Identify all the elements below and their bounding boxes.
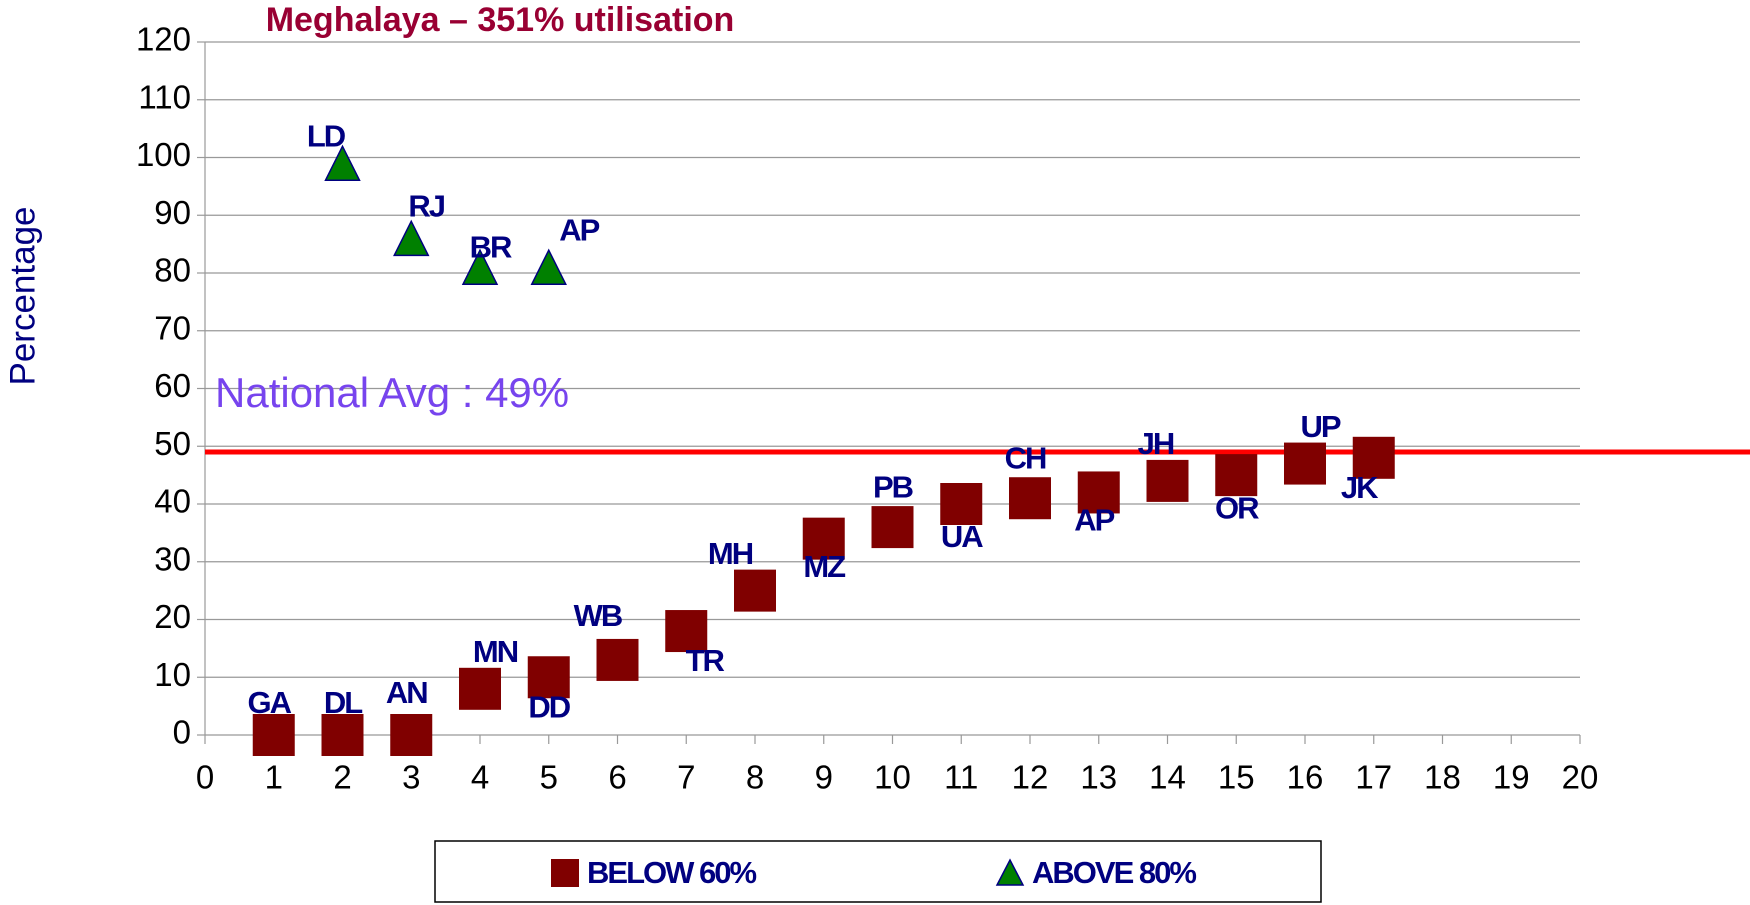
point-label: UA bbox=[941, 519, 983, 554]
point bbox=[527, 656, 570, 699]
x-tick-label: 11 bbox=[944, 759, 978, 796]
point-label: JK bbox=[1341, 470, 1379, 505]
point-label: DL bbox=[324, 685, 362, 720]
x-tick-label: 3 bbox=[402, 759, 420, 796]
x-tick-label: 8 bbox=[746, 759, 764, 796]
x-tick-label: 16 bbox=[1287, 759, 1324, 796]
point bbox=[1146, 459, 1189, 502]
legend-box bbox=[434, 840, 1322, 903]
point bbox=[530, 248, 567, 285]
point bbox=[1284, 442, 1326, 485]
y-tick-label: 110 bbox=[138, 78, 191, 115]
x-tick-label: 9 bbox=[815, 759, 833, 796]
chart-title: Meghalaya – 351% utilisation bbox=[266, 1, 735, 39]
point-label: PB bbox=[873, 469, 913, 504]
y-tick-label: 0 bbox=[173, 714, 191, 751]
point-label: MZ bbox=[803, 549, 846, 584]
point bbox=[252, 714, 295, 756]
legend-label: ABOVE 80% bbox=[1032, 855, 1196, 890]
point bbox=[871, 506, 914, 549]
y-tick-label: 90 bbox=[154, 194, 191, 231]
legend-marker bbox=[995, 858, 1025, 886]
point bbox=[1215, 454, 1258, 497]
legend-label: BELOW 60% bbox=[587, 855, 756, 890]
x-tick-label: 10 bbox=[874, 759, 911, 796]
y-tick-label: 10 bbox=[154, 656, 191, 693]
y-tick-label: 20 bbox=[154, 598, 191, 635]
point-label: LD bbox=[307, 118, 346, 153]
point bbox=[665, 610, 708, 653]
y-tick-label: 40 bbox=[154, 483, 191, 520]
x-tick-label: 19 bbox=[1493, 759, 1530, 796]
y-tick-label: 70 bbox=[154, 309, 191, 346]
point-label: AN bbox=[386, 675, 427, 710]
x-tick-label: 0 bbox=[196, 759, 214, 796]
point-label: JH bbox=[1138, 426, 1174, 461]
point-label: CH bbox=[1005, 440, 1046, 475]
x-tick-label: 17 bbox=[1355, 759, 1392, 796]
y-tick-label: 100 bbox=[136, 136, 191, 173]
point-label: AP bbox=[1074, 503, 1114, 538]
point bbox=[321, 714, 364, 756]
x-tick-label: 2 bbox=[333, 759, 351, 796]
x-tick-label: 6 bbox=[608, 759, 626, 796]
point bbox=[1077, 471, 1120, 514]
point-label: MN bbox=[473, 634, 518, 669]
point bbox=[390, 714, 433, 756]
point bbox=[734, 569, 776, 612]
point-label: AP bbox=[559, 212, 599, 247]
x-tick-label: 14 bbox=[1149, 759, 1186, 796]
x-tick-label: 20 bbox=[1562, 759, 1599, 796]
y-tick-label: 60 bbox=[154, 367, 191, 404]
legend-marker bbox=[551, 859, 579, 887]
point-label: UP bbox=[1300, 409, 1340, 444]
x-tick-label: 4 bbox=[471, 759, 489, 796]
y-tick-label: 50 bbox=[154, 425, 191, 462]
y-axis-label: Percentage bbox=[3, 206, 42, 385]
y-tick-label: 30 bbox=[154, 540, 191, 577]
point bbox=[802, 517, 845, 560]
x-tick-label: 5 bbox=[540, 759, 558, 796]
point bbox=[393, 219, 430, 257]
reference-label: National Avg : 49% bbox=[215, 369, 569, 416]
point bbox=[461, 248, 499, 285]
point bbox=[324, 144, 361, 182]
x-tick-label: 18 bbox=[1424, 759, 1461, 796]
x-tick-label: 15 bbox=[1218, 759, 1255, 796]
point-label: BR bbox=[470, 229, 512, 264]
point-label: OR bbox=[1215, 490, 1259, 525]
x-tick-label: 12 bbox=[1012, 759, 1049, 796]
point-label: RJ bbox=[408, 189, 444, 224]
point bbox=[596, 638, 639, 681]
point-label: WB bbox=[574, 598, 622, 633]
point-label: TR bbox=[686, 643, 725, 678]
point bbox=[459, 667, 501, 710]
point-label: DD bbox=[528, 689, 570, 724]
x-tick-label: 13 bbox=[1080, 759, 1117, 796]
x-tick-label: 1 bbox=[265, 759, 283, 796]
y-tick-label: 80 bbox=[154, 252, 191, 289]
point bbox=[1352, 436, 1395, 479]
y-tick-label: 120 bbox=[136, 21, 191, 58]
x-tick-label: 7 bbox=[677, 759, 695, 796]
point-label: MH bbox=[708, 536, 753, 571]
point-label: GA bbox=[248, 685, 292, 720]
point bbox=[940, 483, 983, 525]
point bbox=[1009, 477, 1051, 520]
